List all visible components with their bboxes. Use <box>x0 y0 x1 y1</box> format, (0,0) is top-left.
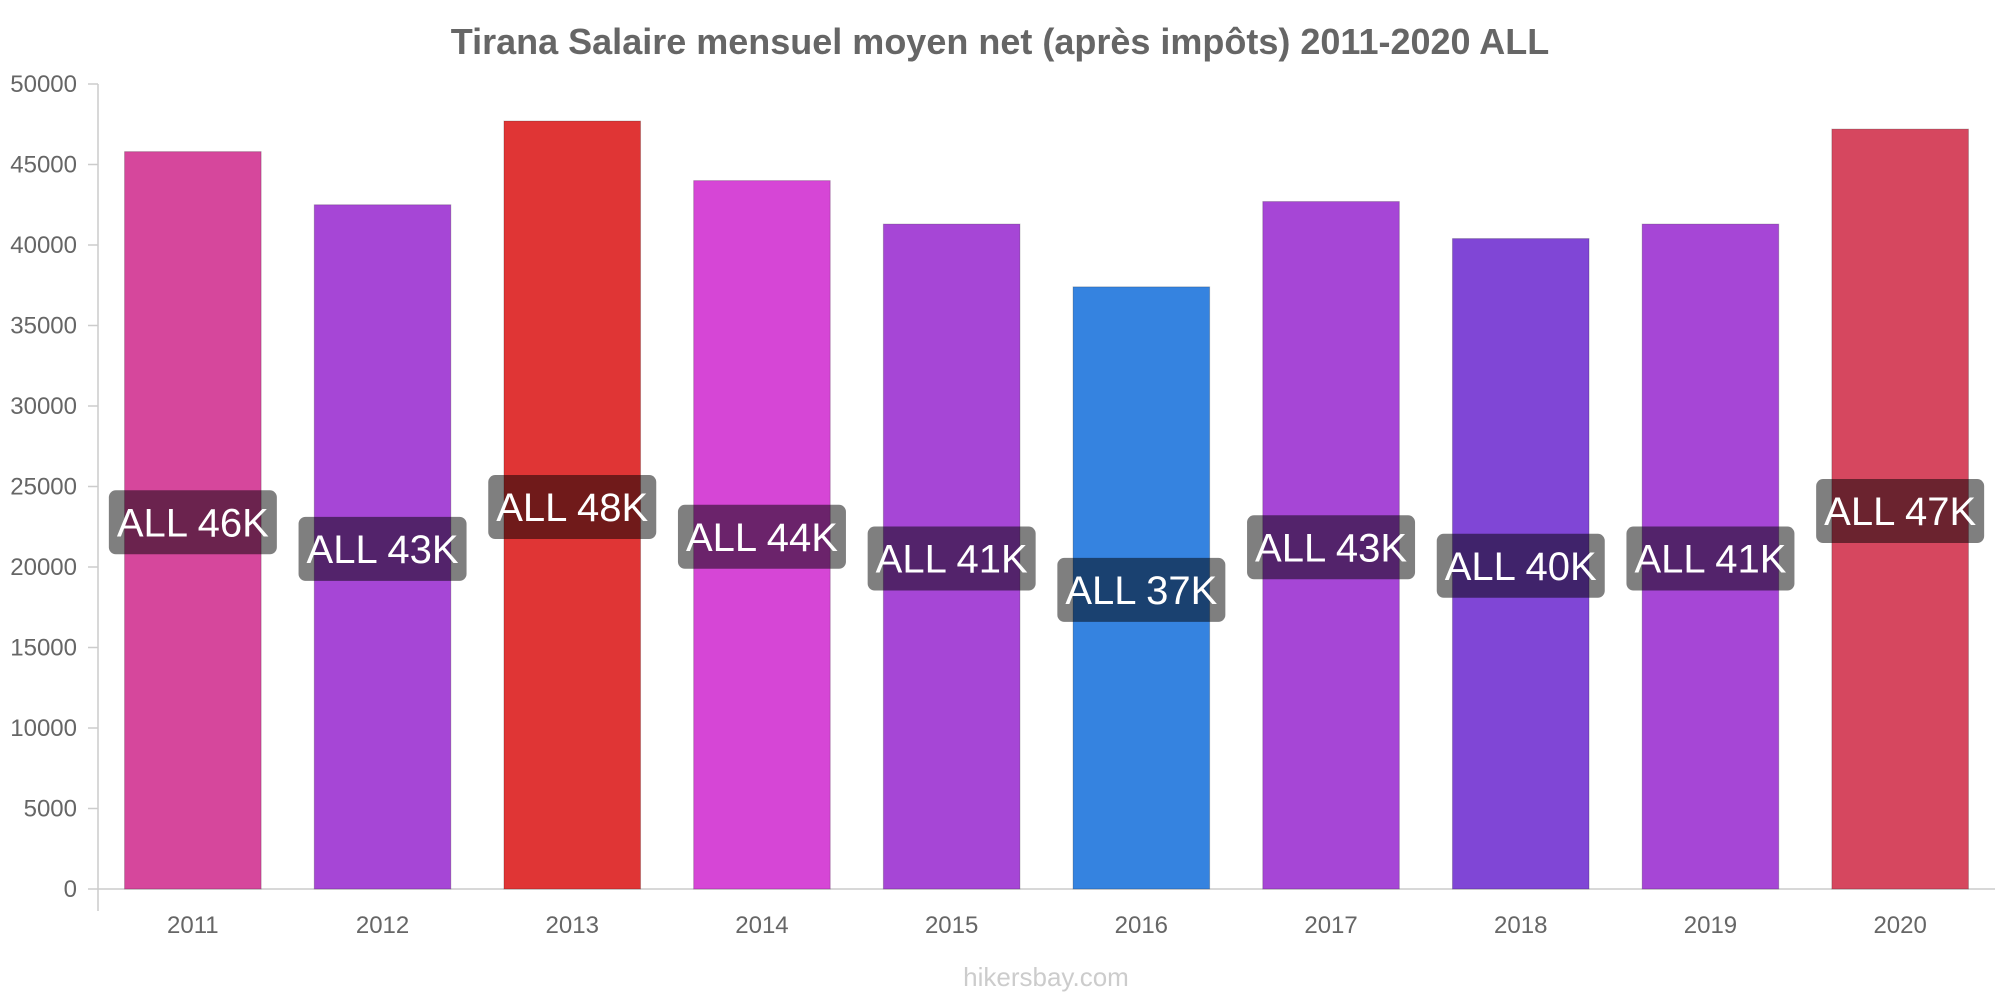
data-label: ALL 40K <box>1445 545 1597 589</box>
source-credit: hikersbay.com <box>963 962 1129 992</box>
x-tick-label: 2012 <box>356 912 409 939</box>
bars <box>124 120 1969 890</box>
data-label: ALL 41K <box>876 538 1028 582</box>
x-tick-label: 2016 <box>1115 912 1168 939</box>
x-tick-label: 2015 <box>925 912 978 939</box>
x-tick-label: 2018 <box>1494 912 1547 939</box>
x-tick-label: 2020 <box>1873 912 1926 939</box>
x-tick-label: 2019 <box>1684 912 1737 939</box>
y-tick-label: 30000 <box>10 393 77 420</box>
x-tick-label: 2017 <box>1304 912 1357 939</box>
axes: 0 5000 10000 15000 20000 25000 30000 35000 40000… <box>10 71 1995 939</box>
x-tick-label: 2014 <box>735 912 788 939</box>
y-tick-label: 50000 <box>10 71 77 98</box>
y-tick-label: 20000 <box>10 554 77 581</box>
data-label: ALL 37K <box>1065 569 1217 613</box>
data-label: ALL 44K <box>686 516 838 560</box>
chart-title: Tirana Salaire mensuel moyen net (après … <box>451 21 1549 62</box>
data-label: ALL 41K <box>1634 538 1786 582</box>
y-tick-label: 5000 <box>24 796 77 823</box>
y-tick-label: 35000 <box>10 313 77 340</box>
data-label-box <box>1057 557 1226 622</box>
data-label-box <box>1626 526 1795 591</box>
data-label-box <box>1436 533 1605 598</box>
data-label-box <box>298 516 467 581</box>
data-label: ALL 48K <box>496 486 648 530</box>
data-label-box <box>1816 479 1985 544</box>
y-tick-label: 0 <box>64 876 77 903</box>
data-label-box <box>108 490 277 555</box>
data-label-box <box>488 475 657 540</box>
x-tick-label: 2011 <box>167 912 219 939</box>
data-label-box <box>1247 515 1416 580</box>
data-labels: ALL 46K ALL 43K ALL 48K ALL 44K ALL 41K ALL 3… <box>108 475 1985 622</box>
y-tick-label: 45000 <box>10 152 77 179</box>
data-label-box <box>677 504 846 569</box>
y-tick-label: 10000 <box>10 715 77 742</box>
y-tick-label: 40000 <box>10 232 77 259</box>
data-label: ALL 43K <box>307 528 459 572</box>
y-tick-label: 25000 <box>10 474 77 501</box>
data-label: ALL 47K <box>1824 490 1976 534</box>
x-tick-label: 2013 <box>546 912 599 939</box>
y-tick-label: 15000 <box>10 635 77 662</box>
data-label: ALL 43K <box>1255 526 1407 570</box>
data-label-box <box>867 526 1036 591</box>
data-label: ALL 46K <box>117 501 269 545</box>
